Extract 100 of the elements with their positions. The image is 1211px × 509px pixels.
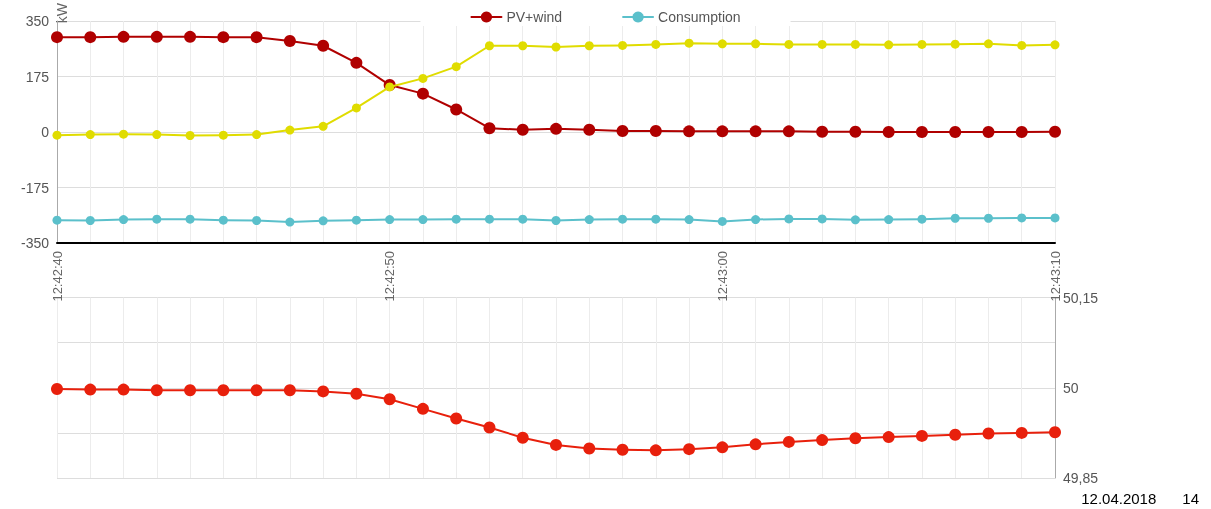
point <box>618 40 628 50</box>
point <box>616 443 629 456</box>
point <box>550 122 562 135</box>
point <box>283 384 296 397</box>
y-tick-label: 0 <box>41 124 50 140</box>
point <box>385 215 395 225</box>
point <box>1017 40 1027 50</box>
point <box>649 444 662 457</box>
point <box>583 123 596 136</box>
point <box>450 103 463 116</box>
point <box>551 215 561 225</box>
point <box>518 41 528 51</box>
point <box>51 31 63 44</box>
point <box>616 125 629 138</box>
point <box>184 384 197 397</box>
point <box>450 412 463 425</box>
point <box>915 429 928 442</box>
point <box>416 402 429 415</box>
y-tick-label: -350 <box>20 235 50 251</box>
point <box>152 130 162 140</box>
point <box>649 125 662 138</box>
point <box>483 421 496 434</box>
point <box>483 122 496 135</box>
point <box>250 384 263 397</box>
point <box>317 39 330 52</box>
y-tick-label: 50 <box>1063 379 1079 396</box>
point <box>584 215 594 225</box>
point <box>784 39 794 49</box>
point <box>150 30 163 43</box>
point <box>383 393 396 406</box>
y-tick-label: 175 <box>25 68 50 85</box>
point <box>318 121 328 131</box>
point <box>850 215 860 225</box>
point <box>350 56 363 69</box>
point <box>451 214 461 224</box>
point <box>185 130 195 140</box>
point <box>717 39 727 49</box>
point <box>218 215 228 225</box>
point <box>850 39 860 49</box>
point <box>283 34 296 47</box>
point <box>882 126 895 138</box>
point <box>484 214 494 224</box>
point <box>816 434 829 447</box>
point <box>1049 426 1061 439</box>
x-tick-label: 12:42:40 <box>49 250 65 302</box>
point <box>849 432 862 445</box>
point <box>351 103 361 113</box>
point <box>882 431 895 444</box>
point <box>683 125 696 138</box>
point <box>1050 213 1060 223</box>
point <box>716 441 729 454</box>
point <box>550 438 562 451</box>
point <box>351 215 361 225</box>
point <box>684 38 694 48</box>
point <box>185 214 195 224</box>
point <box>683 443 696 456</box>
point <box>218 130 228 140</box>
point <box>285 217 295 227</box>
point <box>1049 125 1061 138</box>
point <box>716 125 729 138</box>
point <box>150 384 163 397</box>
point <box>817 39 827 49</box>
x-tick-label: 12:43:10 <box>1047 250 1063 302</box>
point <box>252 130 262 140</box>
point <box>1017 213 1027 223</box>
point <box>949 126 962 138</box>
point <box>915 126 928 138</box>
point <box>217 384 230 397</box>
point <box>318 216 328 226</box>
point <box>717 216 727 226</box>
point <box>250 31 263 44</box>
text: 12.04.2018 <box>1081 490 1157 507</box>
y-tick-label: 50,15 <box>1063 289 1099 306</box>
point <box>152 214 162 224</box>
point <box>551 42 561 52</box>
point <box>817 214 827 224</box>
legend-label: Consumption <box>658 9 741 25</box>
point <box>917 39 927 49</box>
point <box>816 125 829 138</box>
point <box>518 214 528 224</box>
point <box>85 215 95 225</box>
point <box>119 129 129 139</box>
point <box>117 383 130 396</box>
point <box>1050 40 1060 50</box>
point <box>651 214 661 224</box>
point <box>983 213 993 223</box>
point <box>350 387 363 400</box>
y-axis-title: kW <box>54 2 70 24</box>
point <box>285 125 295 135</box>
point <box>184 30 197 43</box>
point <box>418 73 428 83</box>
point <box>751 39 761 49</box>
point <box>1015 426 1028 439</box>
point <box>982 427 995 440</box>
point <box>416 87 429 100</box>
y-tick-label: 49,85 <box>1063 470 1099 486</box>
x-tick-label: 12:43:00 <box>714 250 730 302</box>
point <box>982 126 995 138</box>
point <box>884 40 894 50</box>
point <box>117 30 130 43</box>
